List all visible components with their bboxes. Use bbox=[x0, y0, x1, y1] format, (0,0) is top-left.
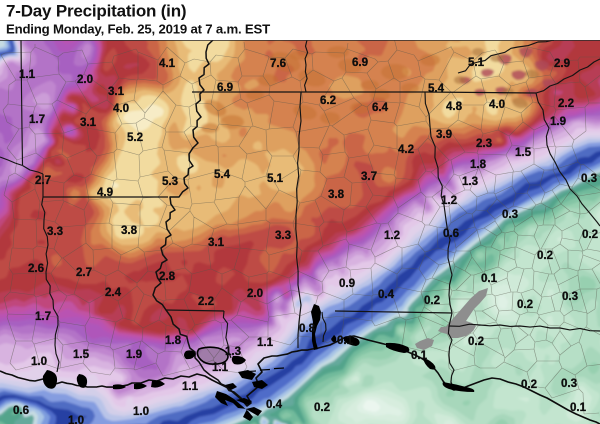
svg-text:1.8: 1.8 bbox=[470, 158, 487, 171]
svg-text:1.2: 1.2 bbox=[441, 194, 457, 207]
svg-text:0.6: 0.6 bbox=[443, 227, 460, 240]
svg-text:5.2: 5.2 bbox=[127, 131, 143, 144]
svg-text:2.9: 2.9 bbox=[554, 57, 571, 70]
svg-text:1.0: 1.0 bbox=[31, 355, 47, 368]
svg-text:0.2: 0.2 bbox=[468, 335, 484, 348]
svg-text:7-Day Precipitation (in): 7-Day Precipitation (in) bbox=[6, 2, 186, 21]
svg-text:0.6: 0.6 bbox=[13, 404, 30, 417]
svg-text:1.1: 1.1 bbox=[19, 68, 36, 81]
svg-text:3.7: 3.7 bbox=[361, 170, 377, 183]
svg-text:5.3: 5.3 bbox=[162, 175, 179, 188]
svg-text:0.2: 0.2 bbox=[537, 249, 553, 262]
svg-text:0.9: 0.9 bbox=[339, 277, 356, 290]
svg-text:0.4: 0.4 bbox=[266, 398, 283, 411]
svg-text:3.9: 3.9 bbox=[436, 128, 453, 141]
svg-text:0.2: 0.2 bbox=[582, 228, 598, 241]
svg-text:2.6: 2.6 bbox=[28, 262, 45, 275]
svg-text:1.0: 1.0 bbox=[133, 405, 149, 418]
svg-text:1.3: 1.3 bbox=[462, 175, 479, 188]
svg-text:0.3: 0.3 bbox=[562, 290, 579, 303]
svg-text:5.4: 5.4 bbox=[428, 82, 445, 95]
svg-text:1.0: 1.0 bbox=[68, 414, 84, 424]
svg-text:0.1: 0.1 bbox=[411, 349, 428, 362]
svg-text:6.2: 6.2 bbox=[320, 94, 336, 107]
svg-text:7.6: 7.6 bbox=[270, 57, 287, 70]
svg-text:4.0: 4.0 bbox=[489, 98, 505, 111]
svg-text:0.2: 0.2 bbox=[424, 294, 440, 307]
svg-text:1.8: 1.8 bbox=[165, 334, 182, 347]
svg-text:0.4: 0.4 bbox=[378, 288, 395, 301]
svg-text:3.3: 3.3 bbox=[47, 225, 64, 238]
svg-text:6.9: 6.9 bbox=[352, 56, 369, 69]
svg-text:3.1: 3.1 bbox=[108, 85, 125, 98]
svg-text:4.9: 4.9 bbox=[97, 186, 114, 199]
svg-text:1.3: 1.3 bbox=[225, 345, 242, 358]
svg-text:1.2: 1.2 bbox=[384, 229, 400, 242]
svg-text:0.3: 0.3 bbox=[581, 172, 598, 185]
svg-text:3.8: 3.8 bbox=[121, 224, 138, 237]
svg-text:0.3: 0.3 bbox=[561, 377, 578, 390]
svg-text:2.0: 2.0 bbox=[77, 73, 93, 86]
svg-text:2.2: 2.2 bbox=[198, 295, 214, 308]
svg-text:0.1: 0.1 bbox=[481, 272, 498, 285]
svg-text:1.1: 1.1 bbox=[182, 380, 199, 393]
svg-text:0.2: 0.2 bbox=[314, 401, 330, 414]
svg-text:4.8: 4.8 bbox=[446, 100, 463, 113]
svg-text:0.3: 0.3 bbox=[502, 208, 519, 221]
svg-text:1.9: 1.9 bbox=[126, 348, 143, 361]
svg-text:0.1: 0.1 bbox=[570, 401, 587, 414]
svg-text:0.2: 0.2 bbox=[517, 298, 533, 311]
svg-text:Ending Monday, Feb. 25, 2019 a: Ending Monday, Feb. 25, 2019 at 7 a.m. E… bbox=[6, 22, 270, 37]
svg-text:6.4: 6.4 bbox=[372, 101, 389, 114]
svg-text:2.8: 2.8 bbox=[159, 270, 176, 283]
svg-text:0.2: 0.2 bbox=[521, 378, 537, 391]
svg-text:3.1: 3.1 bbox=[80, 116, 97, 129]
svg-text:5.1: 5.1 bbox=[468, 56, 485, 69]
svg-text:4.0: 4.0 bbox=[113, 102, 129, 115]
svg-text:1.7: 1.7 bbox=[29, 113, 45, 126]
svg-text:1.5: 1.5 bbox=[515, 146, 532, 159]
svg-text:4.2: 4.2 bbox=[398, 143, 414, 156]
svg-text:2.7: 2.7 bbox=[35, 174, 51, 187]
svg-text:1.5: 1.5 bbox=[73, 348, 90, 361]
svg-text:0.8: 0.8 bbox=[299, 322, 316, 335]
svg-text:1.7: 1.7 bbox=[35, 310, 51, 323]
svg-text:5.1: 5.1 bbox=[267, 172, 284, 185]
svg-text:3.1: 3.1 bbox=[208, 236, 225, 249]
svg-text:2.7: 2.7 bbox=[76, 266, 92, 279]
svg-text:3.3: 3.3 bbox=[275, 229, 292, 242]
svg-text:4.1: 4.1 bbox=[159, 57, 176, 70]
svg-text:2.3: 2.3 bbox=[476, 137, 493, 150]
svg-text:2.0: 2.0 bbox=[247, 287, 263, 300]
svg-text:2.4: 2.4 bbox=[105, 286, 122, 299]
svg-text:3.8: 3.8 bbox=[328, 188, 345, 201]
svg-text:1.1: 1.1 bbox=[257, 336, 274, 349]
svg-text:1.9: 1.9 bbox=[550, 115, 567, 128]
svg-text:1.1: 1.1 bbox=[212, 361, 229, 374]
svg-text:5.4: 5.4 bbox=[214, 168, 231, 181]
svg-text:0.1: 0.1 bbox=[337, 334, 354, 347]
svg-text:2.2: 2.2 bbox=[558, 97, 574, 110]
svg-text:6.9: 6.9 bbox=[217, 81, 234, 94]
